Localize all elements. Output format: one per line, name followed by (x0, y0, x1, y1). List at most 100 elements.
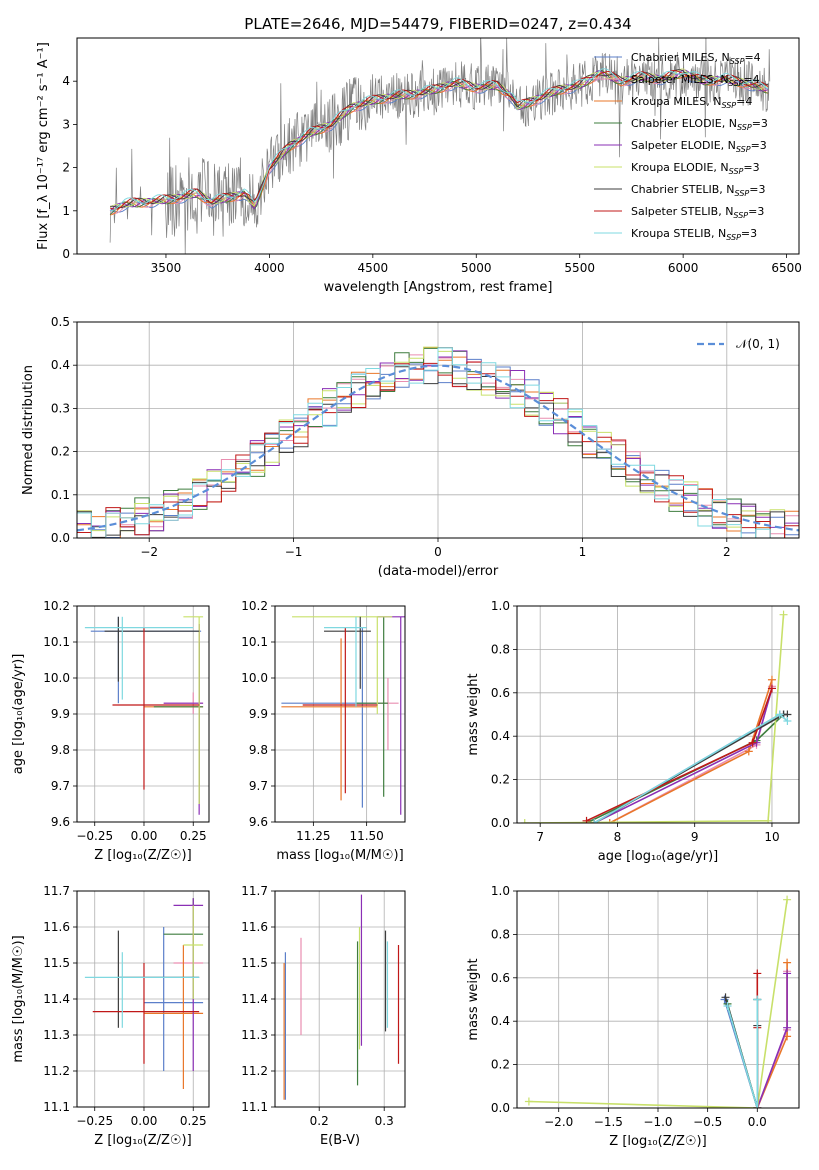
residual-hist-kroupa_stelib (77, 347, 799, 538)
legend-label: Chabrier MILES, NSSP=4 (631, 51, 761, 66)
legend-label-text: Salpeter ELODIE, N (631, 139, 736, 152)
spectrum-axes: 3500 4000 4500 5000 5500 6000 6500 0 1 2 3 4 wavelen… (36, 42, 802, 295)
massweight-marker (605, 819, 614, 823)
legend-label-subscript: SSP (721, 101, 736, 110)
mass_vs_ebv-plot (283, 894, 400, 1100)
massweight-line-kroupa_stelib (593, 713, 788, 823)
massweight_vs_age-plot (520, 610, 792, 823)
y-tick-label: 0.4 (491, 1014, 510, 1028)
x-tick-label: −1.0 (643, 1115, 672, 1129)
legend-label-text: Salpeter STELIB, N (631, 205, 733, 218)
legend-label-tail: =3 (743, 161, 759, 174)
x-tick-label: 0.00 (131, 1114, 158, 1128)
spectrum-model-salpeter_stelib (109, 69, 769, 210)
y-tick-label: 10.1 (43, 635, 70, 649)
massweight-line-salpeter_elodie (593, 688, 773, 823)
x-axis-label: wavelength [Angstrom, rest frame] (324, 280, 553, 295)
y-tick-label: 0.1 (51, 488, 70, 502)
x-tick-label: 0.00 (131, 829, 158, 843)
legend-label: Salpeter MILES, NSSP=4 (631, 73, 760, 88)
y-tick-label: 0.8 (491, 642, 510, 656)
residual-legend: 𝒩(0, 1) (697, 337, 780, 351)
mass_vs_ebv-frame (274, 890, 406, 1108)
massweight-marker (582, 816, 591, 823)
x-tick-label: 0.0 (748, 1115, 767, 1129)
age_vs_z-axes: −0.25 0.00 0.25 9.6 9.7 9.8 9.9 10.0 10.1 10.2 Z [… (11, 599, 209, 863)
y-tick-label: 0.3 (51, 401, 70, 415)
y-axis-label: mass weight (466, 673, 481, 755)
massweight-marker (779, 610, 788, 619)
x-tick-label: 0 (434, 545, 442, 559)
legend-label-text: Chabrier ELODIE, N (631, 117, 737, 130)
legend-label-tail: =4 (736, 95, 752, 108)
legend-label-subscript: SSP (730, 57, 745, 66)
massweight-marker (783, 895, 792, 904)
legend-label-subscript: SSP (729, 79, 744, 88)
legend-label: Kroupa ELODIE, NSSP=3 (631, 161, 760, 176)
y-tick-label: 11.6 (241, 920, 268, 934)
x-axis-label: Z [log₁₀(Z/Z☉)] (609, 1134, 706, 1149)
y-tick-label: 11.7 (241, 884, 268, 898)
age_vs_mass-axes: 11.25 11.50 9.6 9.7 9.8 9.9 10.0 10.1 10.2 mass [… (241, 599, 405, 863)
legend-label-text: Kroupa STELIB, N (631, 227, 726, 240)
legend-label-text: Chabrier MILES, N (631, 51, 730, 64)
x-tick-label: 11.50 (349, 829, 383, 843)
x-tick-label: −2 (140, 545, 158, 559)
legend-label-subscript: SSP (729, 167, 744, 176)
y-tick-label: 9.6 (51, 815, 70, 829)
massweight_vs_age-axes: 7 8 9 10 0.0 0.2 0.4 0.6 0.8 1.0 age [log₁₀(age/yr… (466, 599, 799, 864)
y-tick-label: 9.9 (51, 707, 70, 721)
massweight-marker (524, 1097, 533, 1106)
y-tick-label: 11.5 (43, 956, 70, 970)
y-tick-label: 11.2 (43, 1064, 70, 1078)
mass_vs_ebv-axes: 0.2 0.3 11.1 11.2 11.3 11.4 11.5 11.6 11.7 E(B-V) (241, 884, 405, 1148)
spectrum-frame (76, 37, 800, 255)
figure-title: PLATE=2646, MJD=54479, FIBERID=0247, z=0… (244, 15, 631, 33)
x-axis-label: Z [log₁₀(Z/Z☉)] (94, 848, 191, 863)
age_vs_z-frame (76, 605, 210, 823)
massweight-marker (590, 819, 599, 823)
x-tick-label: 8 (614, 830, 622, 844)
x-tick-label: 2 (723, 545, 731, 559)
massweight-line-salpeter_elodie (756, 973, 788, 1108)
y-tick-label: 11.6 (43, 920, 70, 934)
y-tick-label: 9.8 (51, 743, 70, 757)
y-tick-label: 10.0 (241, 671, 268, 685)
y-tick-label: 1 (62, 204, 70, 218)
legend-label-text: Kroupa ELODIE, N (631, 161, 729, 174)
legend-label-tail: =3 (741, 227, 757, 240)
spectrum-plot (109, 38, 771, 254)
residuals-frame (76, 321, 800, 539)
legend-label-subscript: SSP (726, 233, 741, 242)
x-axis-label: age [log₁₀(age/yr)] (598, 849, 719, 864)
y-tick-label: 10.2 (241, 599, 268, 613)
age_vs_z-plot (84, 616, 204, 815)
x-axis-label: E(B-V) (320, 1133, 360, 1148)
y-tick-label: 1.0 (491, 884, 510, 898)
massweight-marker (764, 816, 773, 823)
massweight-marker (723, 1002, 732, 1011)
legend-label-tail: =4 (744, 51, 760, 64)
massweight_vs_z-frame (516, 890, 800, 1109)
legend-label-text: Kroupa MILES, N (631, 95, 721, 108)
y-axis-label: Flux [f_λ 10⁻¹⁷ erg cm⁻² s⁻¹ A⁻¹] (36, 42, 51, 250)
mass_vs_z-axes: −0.25 0.00 0.25 11.1 11.2 11.3 11.4 11.5 11.6 11.… (11, 884, 209, 1148)
y-tick-label: 11.4 (241, 992, 268, 1006)
massweight-marker (753, 1104, 762, 1108)
legend-label: Kroupa MILES, NSSP=4 (631, 95, 752, 110)
x-tick-label: 4000 (254, 261, 285, 275)
y-tick-label: 11.3 (241, 1028, 268, 1042)
massweight_vs_z-plot (524, 895, 792, 1108)
y-tick-label: 0.6 (491, 971, 510, 985)
massweight-marker (783, 1023, 792, 1032)
x-tick-label: 5500 (564, 261, 595, 275)
y-tick-label: 0.2 (491, 1058, 510, 1072)
y-tick-label: 0.6 (491, 686, 510, 700)
massweight-marker (767, 675, 776, 684)
x-tick-label: 11.25 (296, 829, 330, 843)
legend-label-tail: =3 (748, 205, 764, 218)
y-tick-label: 11.3 (43, 1028, 70, 1042)
y-tick-label: 10.1 (241, 635, 268, 649)
spectrum-model-kroupa_stelib (110, 68, 769, 212)
massweight-line-kroupa_miles (756, 962, 788, 1108)
